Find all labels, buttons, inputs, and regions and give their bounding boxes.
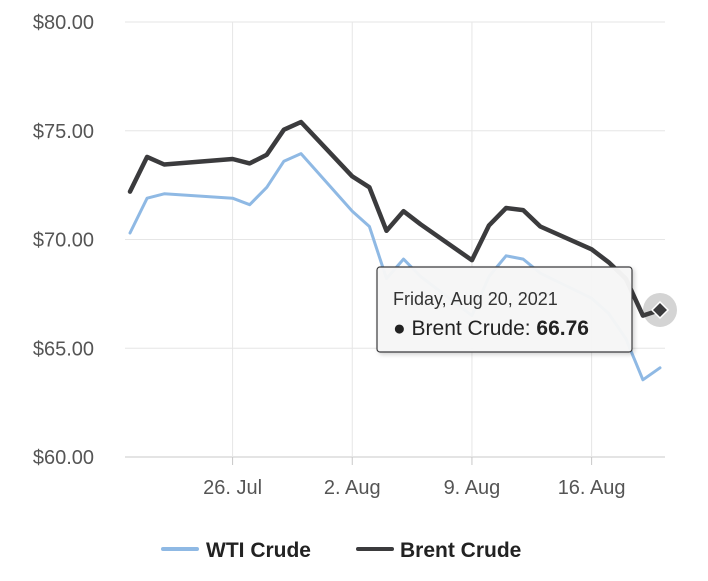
series-line-brent-crude[interactable]	[127, 119, 663, 318]
tooltip-value: 66.76	[536, 317, 589, 340]
x-tick-label: 16. Aug	[558, 477, 626, 499]
legend-item-brent-crude[interactable]: Brent Crude	[356, 539, 521, 562]
y-tick-label: $70.00	[33, 230, 94, 252]
legend-label-wti-crude[interactable]: WTI Crude	[206, 539, 311, 562]
x-tick-label: 9. Aug	[444, 477, 501, 499]
grid	[125, 21, 665, 465]
tooltip-date: Friday, Aug 20, 2021	[393, 289, 558, 309]
axis-ticks: $60.00 $65.00 $70.00 $75.00 $80.00 26. Jul 2. …	[33, 12, 626, 499]
tooltip-box	[376, 266, 633, 353]
hover-point-marker[interactable]	[650, 300, 670, 320]
legend-label-brent-crude[interactable]: Brent Crude	[400, 539, 521, 562]
y-tick-label: $80.00	[33, 12, 94, 34]
tooltip-series-line: ● Brent Crude: 66.76	[393, 317, 589, 340]
y-tick-label: $75.00	[33, 121, 94, 143]
y-tick-label: $60.00	[33, 447, 94, 469]
hover-marker	[643, 292, 677, 327]
legend-item-wti-crude[interactable]: WTI Crude	[161, 539, 311, 562]
legend[interactable]: WTI Crude Brent Crude	[161, 539, 521, 562]
tooltip-series-label: ● Brent Crude:	[393, 317, 536, 340]
x-tick-label: 2. Aug	[324, 477, 381, 499]
tooltip: Friday, Aug 20, 2021 ● Brent Crude: 66.7…	[376, 266, 633, 353]
x-tick-label: 26. Jul	[203, 477, 262, 499]
y-tick-label: $65.00	[33, 338, 94, 360]
